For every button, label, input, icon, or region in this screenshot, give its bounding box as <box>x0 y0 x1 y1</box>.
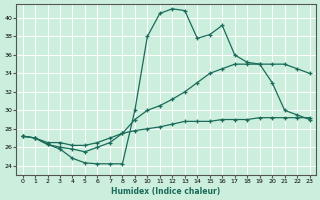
X-axis label: Humidex (Indice chaleur): Humidex (Indice chaleur) <box>111 187 221 196</box>
